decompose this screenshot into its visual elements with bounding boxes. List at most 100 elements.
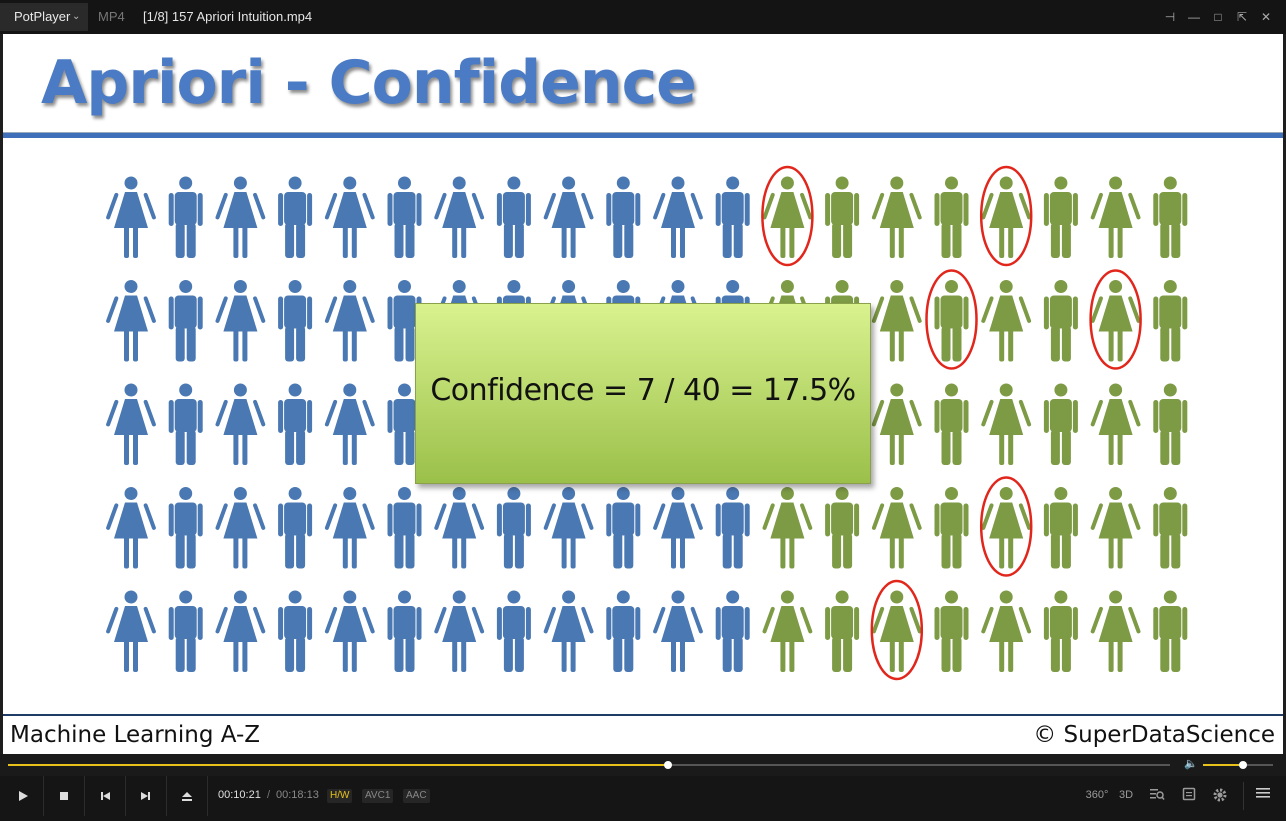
hw-badge[interactable]: H/W [327, 789, 353, 803]
confidence-formula: Confidence = 7 / 40 = 17.5% [430, 373, 856, 408]
person-male-icon [387, 487, 422, 569]
document-icon [1182, 787, 1196, 801]
audio-codec-badge[interactable]: AAC [403, 789, 430, 803]
eject-icon [182, 792, 192, 801]
person-male-icon [1043, 590, 1078, 672]
person-female-icon [981, 590, 1032, 672]
minimize-button[interactable]: — [1188, 10, 1200, 24]
person-female-icon [871, 280, 922, 362]
time-separator: / [267, 789, 271, 801]
person-male-icon [1043, 280, 1078, 362]
person-male-icon [825, 590, 860, 672]
play-button[interactable] [3, 776, 44, 816]
highlight-circle [979, 476, 1033, 577]
highlight-circle [761, 165, 814, 267]
settings-button[interactable] [1211, 787, 1229, 808]
skip-forward-icon [141, 792, 150, 800]
main-menu-button[interactable] [1254, 787, 1272, 804]
person-female-icon [1090, 383, 1141, 465]
highlight-circle [870, 579, 924, 681]
capture-button[interactable] [1147, 787, 1167, 806]
person-male-icon [387, 590, 422, 672]
hamburger-icon [1256, 788, 1270, 798]
maximize-button[interactable]: □ [1214, 10, 1222, 24]
volume-icon[interactable]: 🔈 [1184, 758, 1198, 770]
person-female-icon [543, 487, 594, 569]
person-male-icon [278, 590, 313, 672]
next-button[interactable] [126, 776, 167, 816]
slide-title: Apriori - Confidence [41, 48, 697, 118]
volume-handle[interactable] [1238, 761, 1247, 769]
person-male-icon [934, 487, 969, 569]
person-female-icon [871, 487, 922, 569]
seek-progress [8, 764, 669, 766]
person-female-icon [215, 590, 266, 672]
seek-bar[interactable] [8, 761, 1170, 769]
person-female-icon [434, 176, 485, 258]
footer-divider [3, 714, 1283, 716]
video-codec-badge[interactable]: AVC1 [362, 789, 394, 803]
3d-button[interactable]: 3D [1116, 787, 1136, 803]
person-male-icon [1043, 383, 1078, 465]
person-female-icon [762, 176, 813, 258]
fullscreen-button[interactable]: ⇱ [1236, 10, 1248, 24]
person-female-icon [106, 176, 156, 258]
person-male-icon [387, 176, 422, 258]
stop-icon [60, 792, 68, 800]
person-female-icon [324, 383, 375, 465]
person-male-icon [606, 176, 641, 258]
person-female-icon [434, 487, 485, 569]
list-search-icon [1150, 789, 1165, 800]
person-female-icon [106, 383, 156, 465]
person-female-icon [215, 487, 266, 569]
person-male-icon [934, 383, 969, 465]
person-female-icon [543, 590, 594, 672]
video-area[interactable]: Apriori - Confidence Confidence = 7 / 40… [3, 34, 1283, 754]
person-female-icon [434, 590, 485, 672]
person-male-icon [934, 280, 969, 362]
person-male-icon [168, 383, 203, 465]
person-male-icon [496, 487, 531, 569]
person-female-icon [762, 590, 813, 672]
person-female-icon [1090, 590, 1141, 672]
eject-button[interactable] [167, 776, 208, 816]
person-male-icon [168, 590, 203, 672]
person-male-icon [1153, 176, 1188, 258]
highlight-circle [1089, 269, 1142, 370]
3d-label: 3D [1118, 789, 1134, 801]
highlight-circle [925, 269, 978, 370]
playlist-button[interactable] [1180, 787, 1198, 806]
person-female-icon [215, 383, 266, 465]
previous-button[interactable] [85, 776, 126, 816]
person-male-icon [1043, 487, 1078, 569]
person-male-icon [825, 487, 860, 569]
person-male-icon [278, 176, 313, 258]
person-female-icon [653, 590, 703, 672]
volume-slider[interactable] [1203, 761, 1273, 769]
person-male-icon [715, 590, 750, 672]
app-menu-button[interactable]: PotPlayer ⌄ [0, 3, 88, 31]
current-time: 00:10:21 [218, 789, 261, 801]
window-title: [1/8] 157 Apriori Intuition.mp4 [143, 9, 313, 24]
person-male-icon [1153, 280, 1188, 362]
person-female-icon [106, 280, 156, 362]
person-male-icon [387, 383, 422, 465]
person-male-icon [606, 487, 641, 569]
pin-icon[interactable]: ⊣ [1164, 10, 1176, 24]
person-male-icon [168, 176, 203, 258]
person-female-icon [653, 487, 703, 569]
app-name: PotPlayer [14, 9, 71, 24]
person-female-icon [543, 176, 594, 258]
stop-button[interactable] [44, 776, 85, 816]
vr-360-button[interactable]: 360° [1084, 787, 1110, 803]
vr-360-label: 360° [1085, 789, 1109, 801]
person-female-icon [981, 280, 1032, 362]
seek-handle[interactable] [664, 761, 673, 769]
person-male-icon [1043, 176, 1078, 258]
person-male-icon [934, 176, 969, 258]
person-male-icon [934, 590, 969, 672]
close-button[interactable]: ✕ [1260, 10, 1272, 24]
title-bar: PotPlayer ⌄ MP4 [1/8] 157 Apriori Intuit… [0, 0, 1286, 34]
person-male-icon [496, 176, 531, 258]
person-female-icon [871, 383, 922, 465]
